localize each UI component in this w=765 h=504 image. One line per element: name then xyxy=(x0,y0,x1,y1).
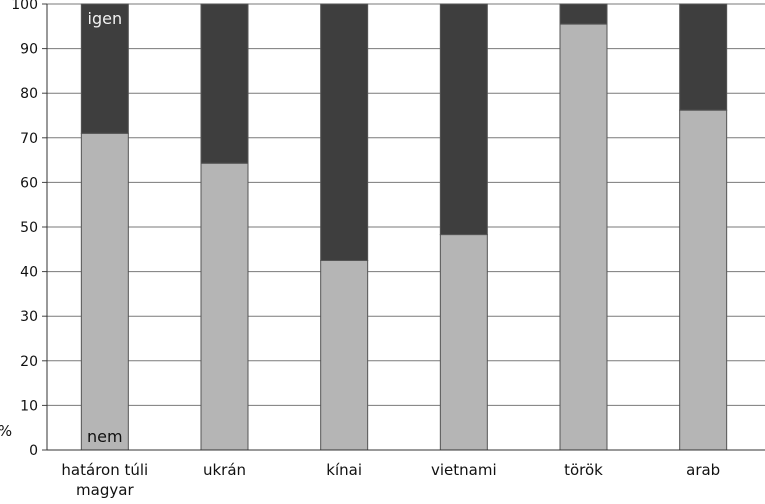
y-axis-label: % xyxy=(0,422,12,440)
axes xyxy=(46,4,765,451)
bar-nem xyxy=(320,259,369,451)
bar-nem xyxy=(559,23,608,451)
x-tick-labels: határon túli magyar ukrán kínai vietnami törö… xyxy=(61,461,720,499)
y-tick-label: 0 xyxy=(29,443,38,459)
annotations: igen nem xyxy=(87,9,123,446)
gridlines xyxy=(42,3,765,451)
annotation-nem: nem xyxy=(87,427,123,446)
y-tick-label: 60 xyxy=(20,175,38,191)
y-tick-label: 70 xyxy=(20,131,38,147)
x-tick-label: arab xyxy=(686,461,720,479)
x-tick-label: török xyxy=(564,461,603,479)
y-tick-label: 20 xyxy=(20,354,38,370)
y-tick-label: 40 xyxy=(20,265,38,281)
y-tick-label: 100 xyxy=(11,0,38,13)
bar-igen xyxy=(559,3,608,25)
x-tick-label: határon túli xyxy=(61,461,148,479)
x-tick-label: ukrán xyxy=(203,461,246,479)
bar-igen xyxy=(439,3,488,236)
y-tick-label: 10 xyxy=(20,398,38,414)
x-tick-label: vietnami xyxy=(431,461,497,479)
y-tick-label: 80 xyxy=(20,86,38,102)
bar-nem xyxy=(80,132,129,451)
annotation-igen: igen xyxy=(88,9,123,28)
bar-nem xyxy=(679,109,728,451)
y-tick-label: 30 xyxy=(20,309,38,325)
x-tick-label: kínai xyxy=(326,461,362,479)
x-tick-label: magyar xyxy=(76,481,134,499)
y-tick-label: 50 xyxy=(20,220,38,236)
bar-igen xyxy=(320,3,369,261)
y-tick-labels: 0 10 20 30 40 50 60 70 80 90 100 xyxy=(11,0,38,459)
bars xyxy=(80,3,728,451)
bar-nem xyxy=(439,234,488,451)
y-tick-label: 90 xyxy=(20,42,38,58)
bar-igen xyxy=(80,3,129,134)
bar-igen xyxy=(679,3,728,111)
bar-igen xyxy=(200,3,249,164)
bar-nem xyxy=(200,162,249,451)
